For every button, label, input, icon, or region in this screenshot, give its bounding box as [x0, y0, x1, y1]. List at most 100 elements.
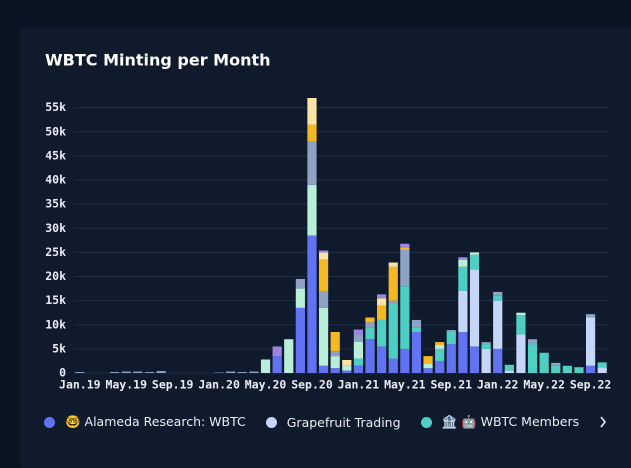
- legend-item[interactable]: 🏦 🤖 WBTC Members: [420, 414, 580, 430]
- legend-label: 🏦 🤖 WBTC Members: [441, 414, 580, 429]
- bar-segment: [493, 300, 503, 349]
- y-tick-label: 5k: [52, 341, 66, 355]
- bar-segment: [400, 243, 410, 248]
- bar-segment: [458, 259, 468, 267]
- bar-segment: [318, 290, 329, 308]
- bar-segment: [458, 290, 468, 332]
- bar-segment: [284, 339, 294, 373]
- y-tick-label: 10k: [45, 317, 66, 331]
- bar-segment: [574, 367, 584, 373]
- bar-segment: [516, 315, 526, 335]
- bar-segment: [353, 329, 364, 335]
- bar-segment: [330, 331, 340, 352]
- bar-segment: [156, 371, 166, 373]
- bar-segment: [493, 295, 503, 301]
- bar-segment: [214, 372, 224, 374]
- bar-segment: [527, 344, 538, 373]
- x-tick-label: May.19: [105, 378, 147, 392]
- x-tick-label: May.20: [245, 378, 287, 392]
- bar-segment: [411, 319, 422, 328]
- y-tick-label: 25k: [45, 245, 66, 259]
- bar-segment: [469, 254, 480, 270]
- bar-segment: [353, 365, 364, 373]
- bar-segment: [446, 344, 456, 373]
- bar-segment: [388, 358, 398, 373]
- bar-segment: [458, 257, 468, 260]
- bar-segment: [435, 345, 445, 349]
- bar-segment: [365, 317, 375, 323]
- bar-segment: [493, 348, 503, 373]
- bar-segment: [388, 266, 398, 301]
- bar-segment: [469, 269, 480, 347]
- bar-segment: [585, 365, 596, 373]
- x-tick-label: Jan.22: [477, 378, 519, 392]
- bar-segment: [435, 360, 445, 373]
- legend-item[interactable]: 🤓 Alameda Research: WBTC: [44, 414, 246, 430]
- legend-item[interactable]: Grapefruit Trading: [265, 415, 401, 430]
- bar-segment: [307, 124, 317, 142]
- y-tick-label: 45k: [45, 148, 66, 162]
- bar-segment: [435, 342, 445, 346]
- bar-segment: [388, 303, 398, 359]
- legend-next-arrow[interactable]: [600, 416, 607, 428]
- bar-segment: [597, 367, 607, 373]
- bar-segment: [446, 331, 456, 345]
- bar-segment: [377, 319, 387, 347]
- bar-segment: [377, 305, 387, 320]
- bar-segment: [133, 371, 143, 373]
- page: WBTC Minting per Month 0 5k 10k 15k 20k 25k 30…: [20, 28, 631, 468]
- bar-segment: [411, 327, 422, 332]
- y-tick-label: 20k: [45, 269, 66, 283]
- bar-segment: [469, 346, 480, 373]
- x-tick-label: May.22: [523, 378, 565, 392]
- bar-segment: [527, 339, 538, 345]
- legend-swatch: [420, 416, 432, 428]
- bar-segment: [237, 372, 247, 373]
- bar-segment: [481, 342, 491, 345]
- bar-segment: [423, 363, 433, 369]
- bar-segment: [353, 334, 364, 342]
- bar-segment: [493, 291, 503, 296]
- bar-segment: [307, 141, 317, 185]
- legend-label: 🤓 Alameda Research: WBTC: [65, 414, 246, 429]
- bar-segment: [423, 356, 433, 364]
- legend: 🤓 Alameda Research: WBTC Grapefruit Tradi…: [44, 412, 592, 432]
- chart: WBTC Minting per Month 0 5k 10k 15k 20k 25k 30…: [45, 51, 612, 428]
- bar-segment: [330, 356, 340, 369]
- y-tick-label: 0: [59, 366, 66, 380]
- x-tick-label: Sep.21: [431, 378, 473, 392]
- bar-segment: [388, 262, 398, 267]
- bar-segment: [377, 346, 387, 373]
- bar-segment: [342, 359, 352, 366]
- x-tick-label: Sep.22: [570, 378, 612, 392]
- bar-segment: [318, 250, 329, 253]
- bar-segment: [318, 259, 329, 291]
- bar-segment: [481, 344, 491, 349]
- y-tick-label: 50k: [45, 124, 66, 138]
- bar-segment: [295, 307, 305, 373]
- bar-segment: [353, 341, 364, 359]
- y-tick-label: 30k: [45, 221, 66, 235]
- bar-segment: [423, 368, 433, 373]
- y-tick-label: 40k: [45, 173, 66, 187]
- bar-segment: [353, 358, 364, 366]
- legend-swatch: [265, 416, 277, 428]
- bar-segment: [144, 372, 155, 373]
- bar-segment: [539, 352, 549, 373]
- bar-segment: [516, 334, 526, 373]
- bar-segment: [318, 365, 329, 373]
- chart-title: WBTC Minting per Month: [45, 51, 271, 70]
- bar-segment: [411, 331, 422, 373]
- bar-segment: [272, 356, 282, 373]
- bar-segment: [342, 370, 352, 373]
- bar-segment: [585, 314, 596, 318]
- bar-segment: [318, 307, 329, 366]
- bar-segment: [330, 351, 340, 357]
- bar-segment: [295, 288, 305, 308]
- y-tick-label: 35k: [45, 197, 66, 211]
- bar-segment: [365, 339, 375, 373]
- x-tick-label: Jan.19: [59, 378, 101, 392]
- bar-segment: [75, 372, 85, 373]
- bar-segment: [481, 348, 491, 373]
- bar-segment: [388, 300, 398, 304]
